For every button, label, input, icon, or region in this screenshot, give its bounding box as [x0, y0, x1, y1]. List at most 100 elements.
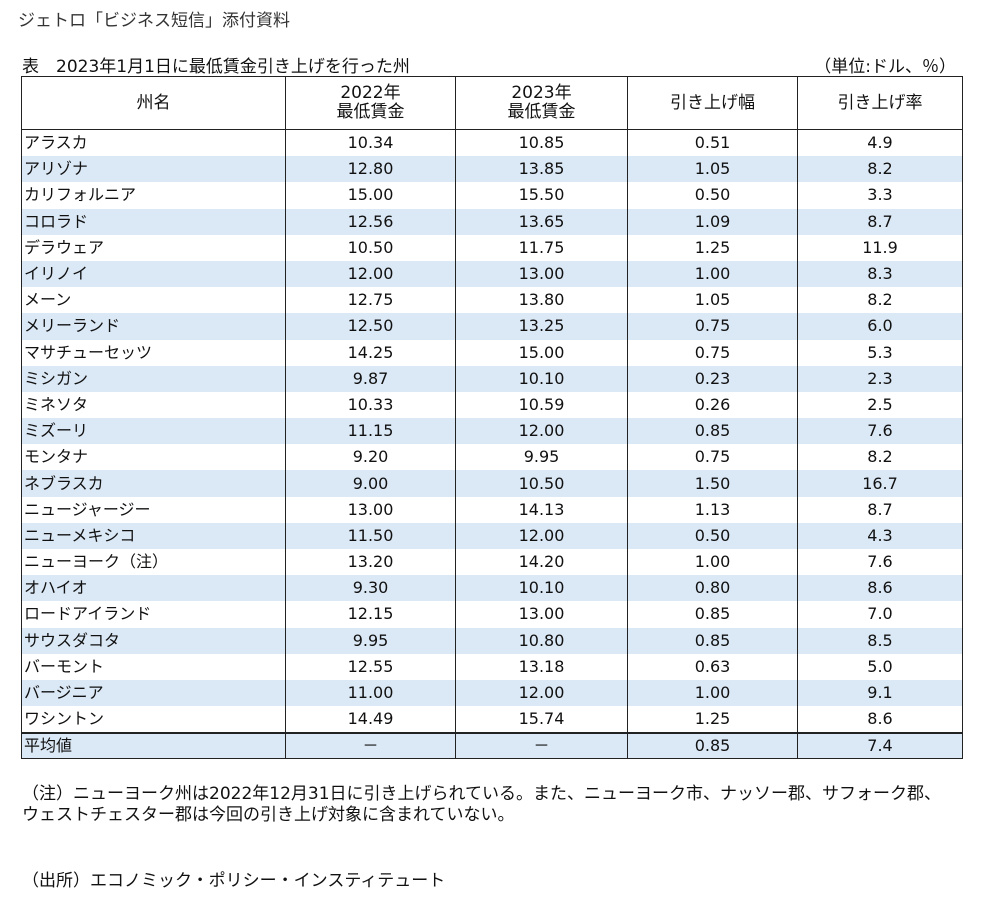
average-increase: 0.85: [627, 732, 798, 760]
table-row: オハイオ 9.30 10.10 0.80 8.6: [21, 575, 963, 602]
wage-2022: 14.25: [285, 339, 456, 366]
wage-2022: 14.49: [285, 706, 456, 734]
state-name: マサチューセッツ: [21, 339, 286, 366]
increase-rate: 8.6: [797, 706, 963, 734]
footnote: （注）ニューヨーク州は2022年12月31日に引き上げられている。また、ニューヨ…: [22, 784, 942, 825]
state-name: カリフォルニア: [21, 182, 286, 209]
wage-2023: 10.80: [455, 627, 628, 654]
average-rate: 7.4: [797, 732, 963, 760]
wage-2023: 15.74: [455, 706, 628, 734]
wage-2022: 10.50: [285, 234, 456, 261]
table-row: バージニア 11.00 12.00 1.00 9.1: [21, 679, 963, 707]
increase-rate: 8.5: [797, 627, 963, 654]
increase-rate: 8.2: [797, 287, 963, 314]
increase-rate: 16.7: [797, 470, 963, 497]
wage-2022: 12.55: [285, 653, 456, 680]
state-name: オハイオ: [21, 575, 286, 602]
table-row: モンタナ 9.20 9.95 0.75 8.2: [21, 444, 963, 471]
increase-amount: 0.26: [627, 391, 798, 419]
wage-2023: 10.10: [455, 365, 628, 392]
average-row: 平均値 － － 0.85 7.4: [21, 732, 963, 760]
increase-amount: 0.51: [627, 129, 798, 157]
wage-2023: 13.80: [455, 287, 628, 314]
wage-2023: 14.13: [455, 496, 628, 523]
wage-2023: 14.20: [455, 549, 628, 576]
wage-2023: 10.50: [455, 470, 628, 497]
increase-amount: 1.05: [627, 287, 798, 314]
wage-2023: 10.10: [455, 575, 628, 602]
increase-rate: 8.6: [797, 575, 963, 602]
wage-2022: 11.15: [285, 418, 456, 445]
wage-2023: 13.25: [455, 313, 628, 340]
col-header-state: 州名: [21, 76, 286, 130]
table-row: ワシントン 14.49 15.74 1.25 8.6: [21, 706, 963, 734]
wage-2022: 9.30: [285, 575, 456, 602]
increase-rate: 7.6: [797, 418, 963, 445]
state-name: ニュージャージー: [21, 496, 286, 523]
table-row: ロードアイランド 12.15 13.00 0.85 7.0: [21, 601, 963, 628]
increase-amount: 1.25: [627, 706, 798, 734]
table-row: ニューメキシコ 11.50 12.00 0.50 4.3: [21, 522, 963, 549]
increase-rate: 8.7: [797, 208, 963, 235]
wage-2022: 15.00: [285, 182, 456, 209]
state-name: ミシガン: [21, 365, 286, 392]
wage-2022: 9.87: [285, 365, 456, 392]
increase-amount: 1.09: [627, 208, 798, 235]
wage-2022: 12.15: [285, 601, 456, 628]
increase-rate: 8.3: [797, 260, 963, 288]
increase-rate: 8.2: [797, 444, 963, 471]
table-row: ミネソタ 10.33 10.59 0.26 2.5: [21, 391, 963, 419]
table-row: ミズーリ 11.15 12.00 0.85 7.6: [21, 418, 963, 445]
state-name: コロラド: [21, 208, 286, 235]
state-name: ネブラスカ: [21, 470, 286, 497]
col-header-rate: 引き上げ率: [797, 76, 963, 130]
wage-2022: 12.00: [285, 260, 456, 288]
increase-rate: 2.5: [797, 391, 963, 419]
col-header-2023: 2023年 最低賃金: [455, 76, 628, 130]
increase-rate: 7.0: [797, 601, 963, 628]
increase-rate: 5.0: [797, 653, 963, 680]
table-row: メーン 12.75 13.80 1.05 8.2: [21, 287, 963, 314]
wage-2022: 11.00: [285, 679, 456, 707]
table-row: メリーランド 12.50 13.25 0.75 6.0: [21, 313, 963, 340]
wage-2023: 10.85: [455, 129, 628, 157]
state-name: ミネソタ: [21, 391, 286, 419]
average-2023: －: [455, 732, 628, 760]
increase-rate: 4.3: [797, 522, 963, 549]
increase-amount: 1.00: [627, 549, 798, 576]
wage-2022: 13.20: [285, 549, 456, 576]
minimum-wage-table: 州名 2022年 最低賃金 2023年 最低賃金 引き上げ幅 引き上げ率 アラス…: [21, 76, 963, 760]
increase-rate: 11.9: [797, 234, 963, 261]
increase-amount: 0.50: [627, 182, 798, 209]
increase-amount: 0.50: [627, 522, 798, 549]
wage-2023: 15.50: [455, 182, 628, 209]
col-header-2022: 2022年 最低賃金: [285, 76, 456, 130]
state-name: ミズーリ: [21, 418, 286, 445]
table-row: イリノイ 12.00 13.00 1.00 8.3: [21, 260, 963, 288]
increase-rate: 9.1: [797, 679, 963, 707]
wage-2023: 11.75: [455, 234, 628, 261]
state-name: モンタナ: [21, 444, 286, 471]
unit-label: （単位:ドル、％）: [814, 57, 956, 77]
wage-2023: 12.00: [455, 679, 628, 707]
state-name: メーン: [21, 287, 286, 314]
wage-2023: 9.95: [455, 444, 628, 471]
wage-2023: 13.00: [455, 601, 628, 628]
increase-rate: 3.3: [797, 182, 963, 209]
wage-2023: 12.00: [455, 522, 628, 549]
increase-amount: 0.85: [627, 601, 798, 628]
wage-2022: 10.33: [285, 391, 456, 419]
state-name: サウスダコタ: [21, 627, 286, 654]
wage-2022: 12.80: [285, 156, 456, 183]
increase-rate: 7.6: [797, 549, 963, 576]
table-row: ミシガン 9.87 10.10 0.23 2.3: [21, 365, 963, 392]
table-row: アラスカ 10.34 10.85 0.51 4.9: [21, 129, 963, 157]
wage-2023: 13.85: [455, 156, 628, 183]
table-row: コロラド 12.56 13.65 1.09 8.7: [21, 208, 963, 235]
wage-2023: 13.65: [455, 208, 628, 235]
state-name: ロードアイランド: [21, 601, 286, 628]
increase-amount: 0.75: [627, 444, 798, 471]
increase-rate: 8.2: [797, 156, 963, 183]
col-header-increase: 引き上げ幅: [627, 76, 798, 130]
wage-2023: 13.18: [455, 653, 628, 680]
